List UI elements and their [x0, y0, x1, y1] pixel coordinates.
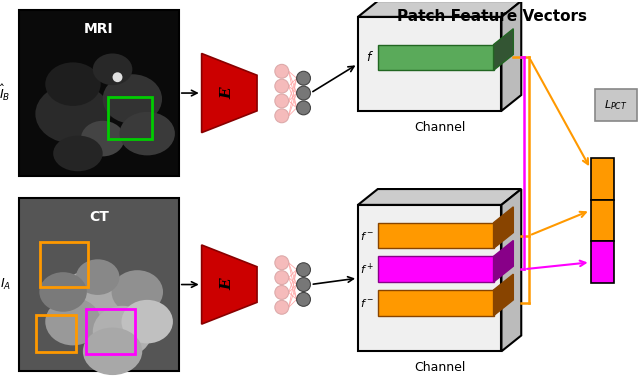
Text: CT: CT [89, 210, 109, 224]
Ellipse shape [275, 271, 289, 284]
Polygon shape [202, 245, 257, 324]
Bar [595, 89, 637, 121]
Text: Patch Feature Vectors: Patch Feature Vectors [397, 9, 587, 24]
Ellipse shape [296, 263, 310, 277]
Ellipse shape [93, 306, 152, 357]
Polygon shape [493, 274, 513, 316]
Bar [378, 223, 493, 249]
Polygon shape [358, 205, 502, 351]
Polygon shape [502, 189, 521, 351]
Ellipse shape [296, 278, 310, 291]
Polygon shape [493, 240, 513, 282]
Ellipse shape [296, 293, 310, 306]
Ellipse shape [81, 121, 124, 156]
Text: E: E [220, 279, 234, 290]
Text: Channel: Channel [414, 121, 465, 134]
Text: Channel: Channel [414, 361, 465, 374]
Ellipse shape [296, 71, 310, 85]
Bar [591, 158, 614, 200]
Bar [378, 256, 493, 282]
Text: $f$: $f$ [366, 51, 374, 64]
Ellipse shape [275, 300, 289, 314]
Ellipse shape [93, 54, 132, 85]
Ellipse shape [55, 270, 131, 334]
Text: MRI: MRI [84, 22, 113, 36]
Ellipse shape [122, 300, 173, 344]
Ellipse shape [275, 94, 289, 108]
Bar [36, 315, 76, 352]
Ellipse shape [275, 79, 289, 93]
Ellipse shape [120, 112, 175, 156]
Ellipse shape [102, 74, 162, 124]
Text: E: E [220, 87, 234, 99]
Ellipse shape [113, 72, 122, 82]
Bar [86, 309, 135, 354]
Ellipse shape [45, 63, 100, 106]
Bar [19, 10, 179, 176]
Ellipse shape [296, 101, 310, 115]
Polygon shape [358, 189, 521, 205]
Ellipse shape [275, 64, 289, 78]
Bar [591, 200, 614, 242]
Ellipse shape [275, 109, 289, 123]
Bar [378, 44, 493, 70]
Polygon shape [358, 17, 502, 111]
Text: $f^-$: $f^-$ [360, 230, 374, 242]
Bar [378, 290, 493, 316]
Text: $f^-$: $f^-$ [360, 297, 374, 309]
Text: $I_A$: $I_A$ [0, 277, 11, 292]
Ellipse shape [83, 328, 142, 375]
Ellipse shape [45, 298, 100, 345]
Ellipse shape [53, 135, 102, 171]
Ellipse shape [76, 259, 120, 295]
Bar [19, 198, 179, 371]
Bar [591, 242, 614, 283]
Polygon shape [202, 54, 257, 133]
Polygon shape [493, 207, 513, 249]
Text: $\hat{I}_B$: $\hat{I}_B$ [0, 83, 11, 103]
Ellipse shape [275, 286, 289, 300]
Bar [108, 97, 152, 139]
Text: $f^+$: $f^+$ [360, 262, 374, 277]
Bar [40, 242, 88, 287]
Polygon shape [493, 29, 513, 70]
Text: $L_{PCT}$: $L_{PCT}$ [604, 98, 628, 112]
Ellipse shape [39, 272, 87, 312]
Polygon shape [502, 1, 521, 111]
Polygon shape [358, 1, 521, 17]
Ellipse shape [296, 86, 310, 100]
Ellipse shape [275, 256, 289, 270]
Ellipse shape [35, 84, 111, 144]
Ellipse shape [111, 270, 163, 314]
